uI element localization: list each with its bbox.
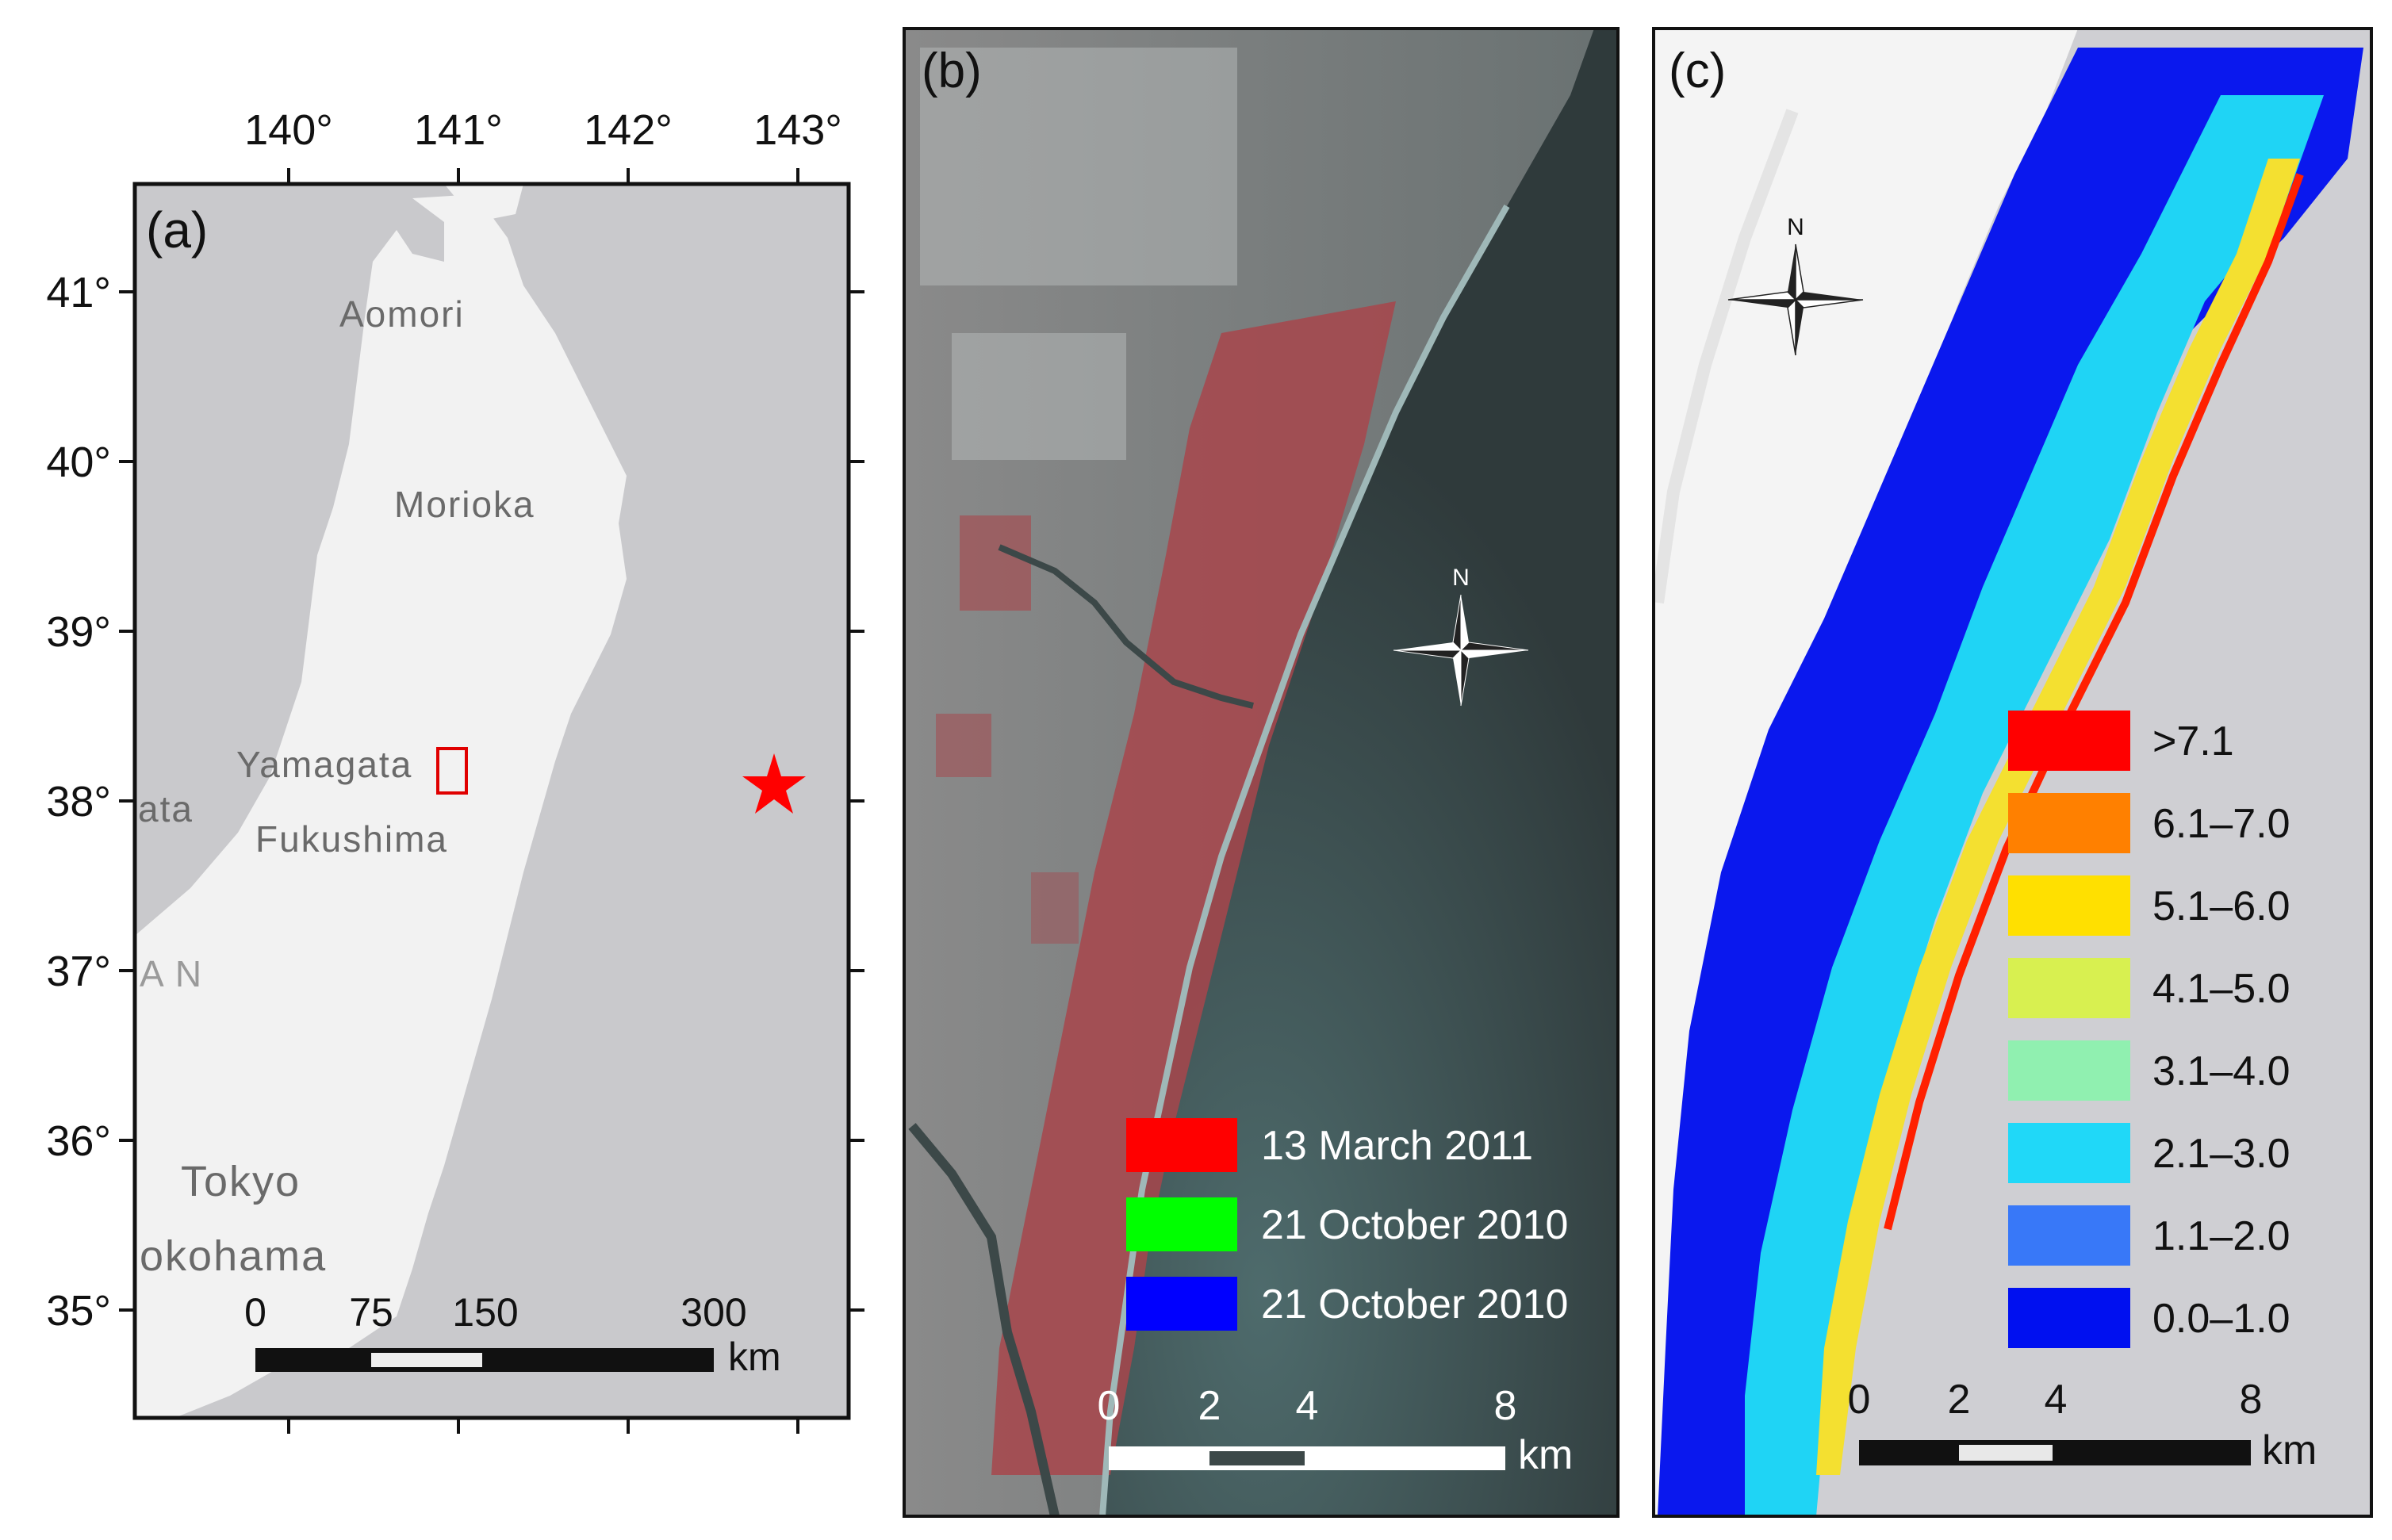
scale-unit: km — [728, 1335, 781, 1379]
legend-swatch — [2008, 711, 2130, 771]
legend-swatch — [2008, 1205, 2130, 1266]
north-label: N — [1452, 565, 1470, 591]
legend-swatch — [1126, 1277, 1237, 1331]
legend-swatch — [2008, 1123, 2130, 1183]
road — [1654, 109, 1799, 604]
scale-label: 150 — [452, 1290, 518, 1335]
legend-label: 0.0–1.0 — [2152, 1296, 2290, 1342]
scale-label: 0 — [1098, 1383, 1121, 1429]
scale-bar-c: 0 2 4 8 km — [1848, 1377, 2317, 1473]
north-arrow-b: N — [1393, 565, 1529, 707]
legend-swatch — [1126, 1197, 1237, 1251]
city-tokyo: Tokyo — [181, 1158, 301, 1205]
legend-label: 5.1–6.0 — [2152, 883, 2290, 929]
lat-tick-label: 40° — [46, 439, 111, 486]
city-yokohama: okohama — [140, 1232, 327, 1280]
lat-tick-label: 35° — [46, 1287, 111, 1335]
land-area — [1654, 29, 2078, 1516]
scale-label: 8 — [2240, 1377, 2263, 1423]
scale-bar-a: 0 75 150 300 km — [244, 1290, 781, 1379]
scale-unit: km — [1518, 1432, 1573, 1478]
urban-texture — [920, 48, 1237, 460]
panel-label-a: (a) — [146, 201, 208, 259]
river — [908, 1123, 1060, 1516]
city-morioka: Morioka — [394, 484, 535, 525]
legend-label: 3.1–4.0 — [2152, 1048, 2290, 1094]
lon-tick-label: 143° — [753, 106, 842, 154]
map-frame-c — [1652, 27, 2373, 1518]
legend-label: 13 March 2011 — [1261, 1123, 1533, 1169]
scale-label: 0 — [1848, 1377, 1871, 1423]
lon-tick-marks — [287, 168, 799, 1434]
hokkaido-land — [444, 184, 523, 222]
scale-label: 0 — [244, 1290, 266, 1335]
lat-tick-label: 38° — [46, 778, 111, 826]
north-label: N — [1787, 214, 1804, 240]
lon-tick-label: 140° — [244, 106, 333, 154]
lat-tick-marks — [119, 290, 864, 1312]
inundation-depth-cyan — [1745, 95, 2324, 1516]
city-yamagata: Yamagata — [236, 744, 412, 785]
country-label-partial: A N — [140, 953, 203, 994]
panel-a: 140° 141° 142° 143° 41° 40° 39° 38° 37° … — [46, 106, 864, 1434]
scale-label: 2 — [1948, 1377, 1971, 1423]
lat-tick-label: 39° — [46, 608, 111, 656]
study-area-box — [436, 747, 468, 795]
scale-label: 2 — [1198, 1383, 1221, 1429]
inundation-depth-red — [1884, 173, 2304, 1231]
lat-tick-label: 36° — [46, 1117, 111, 1165]
river — [998, 544, 1254, 709]
panel-c: (c) N >7.1 6.1–7.0 5.1–6.0 — [1652, 27, 2373, 1518]
city-fukushima: Fukushima — [255, 818, 448, 860]
scale-unit: km — [2262, 1427, 2317, 1473]
legend-swatch — [2008, 958, 2130, 1018]
scale-label: 4 — [2045, 1377, 2068, 1423]
scale-label: 8 — [1494, 1383, 1517, 1429]
panel-b: (b) N 13 March 2011 21 October 2010 21 O… — [903, 27, 1620, 1518]
city-aomori: Aomori — [339, 293, 465, 335]
legend-swatch — [1126, 1118, 1237, 1172]
scale-label: 300 — [680, 1290, 746, 1335]
epicenter-star — [742, 753, 806, 814]
lon-tick-label: 141° — [414, 106, 503, 154]
flooded-fields — [936, 301, 1396, 1475]
legend-c: >7.1 6.1–7.0 5.1–6.0 4.1–5.0 3.1–4.0 2.1… — [2008, 711, 2290, 1348]
legend-b: 13 March 2011 21 October 2010 21 October… — [1126, 1118, 1568, 1331]
scale-label: 75 — [349, 1290, 393, 1335]
legend-swatch — [2008, 1288, 2130, 1348]
legend-swatch — [2008, 793, 2130, 853]
north-arrow-c: N — [1727, 214, 1864, 356]
scale-label: 4 — [1296, 1383, 1319, 1429]
legend-label: 21 October 2010 — [1261, 1202, 1568, 1248]
legend-label: >7.1 — [2152, 718, 2234, 764]
legend-swatch — [2008, 875, 2130, 936]
scale-bar-b: 0 2 4 8 km — [1098, 1383, 1574, 1478]
panel-label-c: (c) — [1669, 44, 1726, 98]
legend-label: 2.1–3.0 — [2152, 1131, 2290, 1177]
map-frame-b — [903, 27, 1620, 1518]
legend-swatch — [2008, 1040, 2130, 1101]
lat-tick-label: 37° — [46, 948, 111, 995]
lon-tick-label: 142° — [584, 106, 673, 154]
legend-label: 1.1–2.0 — [2152, 1213, 2290, 1259]
lat-tick-label: 41° — [46, 269, 111, 316]
panel-label-b: (b) — [922, 44, 982, 98]
city-niigata-partial: ata — [138, 788, 194, 829]
legend-label: 6.1–7.0 — [2152, 801, 2290, 847]
legend-label: 21 October 2010 — [1261, 1281, 1568, 1327]
honshu-land — [135, 194, 627, 1418]
legend-label: 4.1–5.0 — [2152, 966, 2290, 1012]
